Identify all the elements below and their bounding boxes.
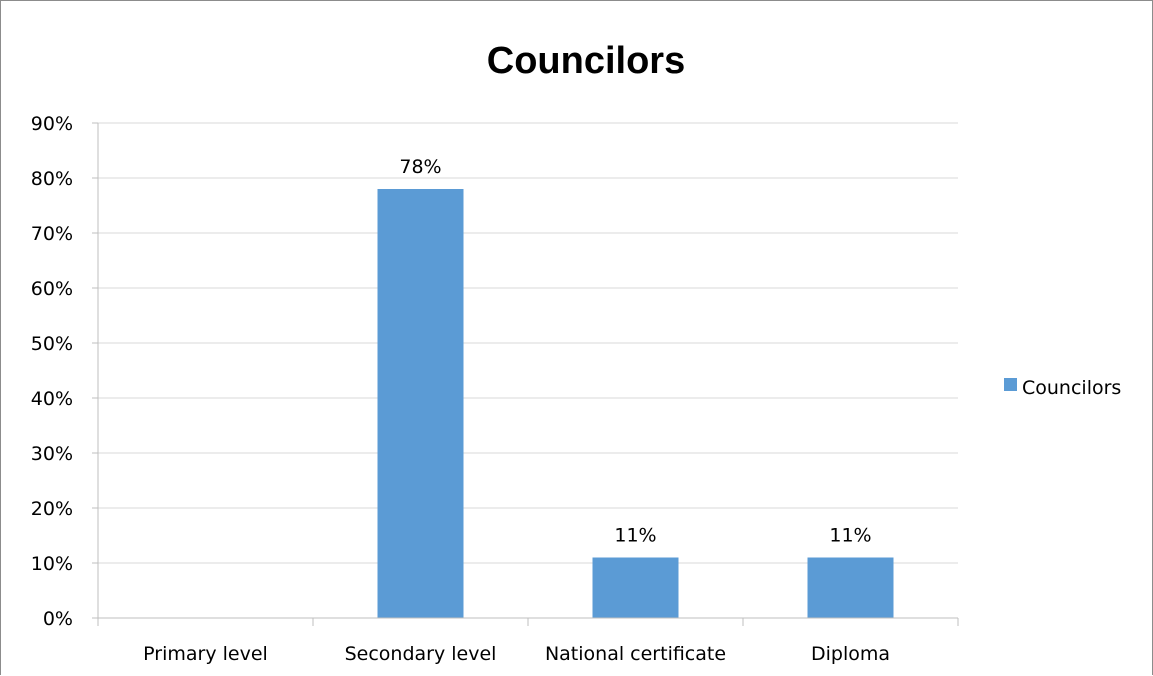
y-tick-label: 10% [31,553,73,575]
y-tick-label: 80% [31,168,73,190]
bars [377,189,894,618]
x-category-label: Diploma [811,643,890,665]
legend-swatch [1004,378,1017,391]
data-label: 78% [399,156,441,178]
y-tick-label: 50% [31,333,73,355]
bar [377,189,464,618]
y-tick-label: 70% [31,223,73,245]
y-tick-label: 30% [31,443,73,465]
x-category-label: Primary level [143,643,268,665]
data-label: 11% [614,525,656,547]
x-category-label: Secondary level [345,643,497,665]
chart-title: Councilors [487,40,685,82]
x-axis-category-labels: Primary level Secondary level National cer… [143,643,890,665]
legend-label: Councilors [1022,377,1121,399]
y-tick-label: 60% [31,278,73,300]
y-tick-label: 40% [31,388,73,410]
gridlines [92,122,958,619]
y-axis-tick-labels: 0% 10% 20% 30% 40% 50% 60% 70% 80% 90% [31,113,73,630]
bar [592,557,679,618]
data-labels: 78% 11% 11% [399,156,871,547]
y-tick-label: 0% [43,608,73,630]
bar [807,557,894,618]
legend: Councilors [1004,377,1121,399]
data-label: 11% [829,525,871,547]
y-tick-label: 90% [31,113,73,135]
x-category-label: National certificate [545,643,726,665]
x-axis [97,617,959,626]
y-tick-label: 20% [31,498,73,520]
